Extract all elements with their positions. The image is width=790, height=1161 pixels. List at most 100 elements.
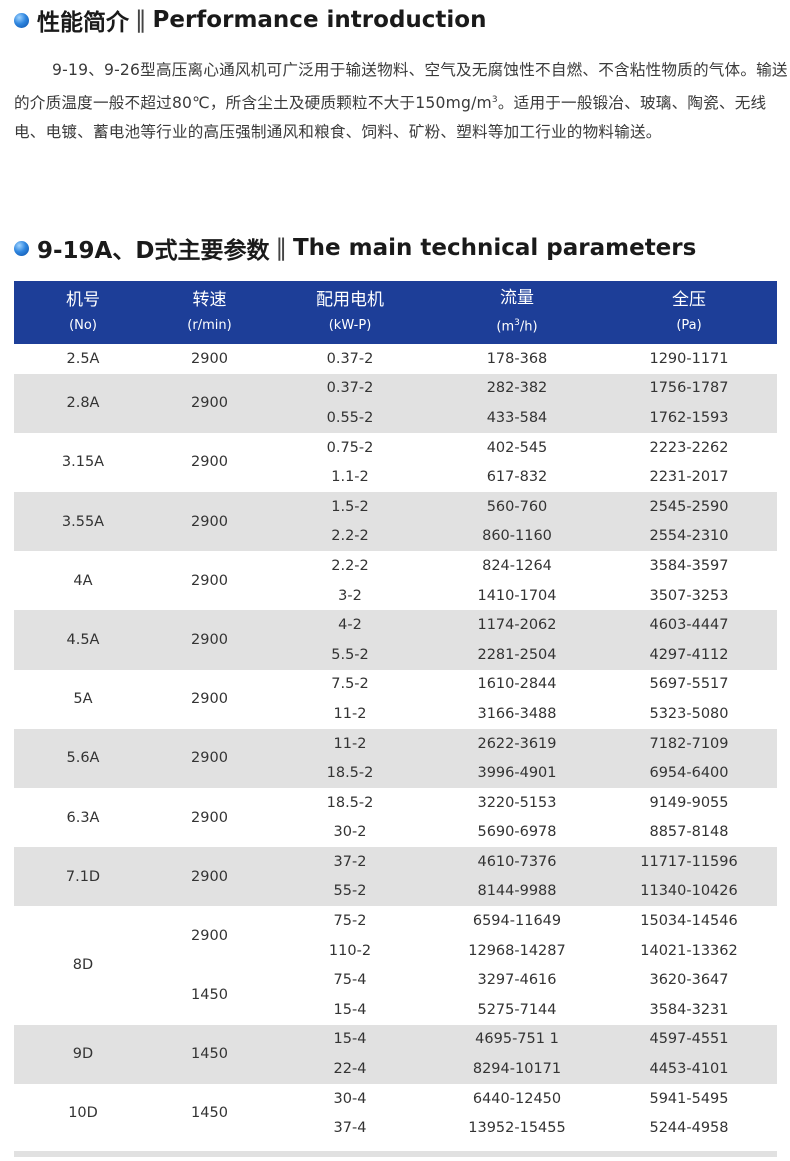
blue-bullet-icon xyxy=(14,12,29,28)
section-title-en: The main technical parameters xyxy=(292,235,697,261)
cell-flow: 8294-10171 xyxy=(433,1054,601,1084)
cell-pressure: 3584-3597 xyxy=(601,551,777,581)
cell-pressure: 15034-14546 xyxy=(601,906,777,936)
header-flow-en: (m3/h) xyxy=(433,311,601,339)
cell-motor: 0.55-2 xyxy=(267,403,433,433)
table-row: 4.5A 2900 4-2 1174-2062 4603-4447 xyxy=(14,610,777,670)
header-pressure-en: (Pa) xyxy=(676,317,702,333)
cell-pressure: 3584-3231 xyxy=(601,995,777,1025)
cell-motor: 30-4 xyxy=(267,1083,433,1114)
cell-pressure: 2231-2017 xyxy=(601,462,777,492)
cell-pressure: 3507-3253 xyxy=(601,580,777,611)
cell-pressure: 9149-9055 xyxy=(601,787,777,818)
cell-no: 4.5A xyxy=(14,610,152,670)
cell-speed: 2900 xyxy=(152,728,267,788)
cell-no: 4A xyxy=(14,551,152,611)
cell-motor: 15-4 xyxy=(267,1024,433,1055)
cell-flow: 282-382 xyxy=(433,373,601,404)
cell-speed: 2900 xyxy=(152,669,267,729)
cell-pressure: 4597-4551 xyxy=(601,1024,777,1055)
cell-motor: 2.2-2 xyxy=(267,551,433,581)
cell-speed: 2900 xyxy=(152,906,267,966)
cell-pressure: 7182-7109 xyxy=(601,728,777,759)
cell-flow: 4610-7376 xyxy=(433,847,601,877)
section-title-performance: 性能简介 ‖ Performance introduction xyxy=(14,5,487,36)
cell-pressure: 2223-2262 xyxy=(601,432,777,463)
title-separator: ‖ xyxy=(275,235,287,261)
cell-speed: 2900 xyxy=(152,432,267,492)
cell-flow: 3297-4616 xyxy=(433,965,601,996)
intro-paragraph: 9-19、9-26型高压离心通风机可广泛用于输送物料、空气及无腐蚀性不自燃、不含… xyxy=(14,56,790,148)
table-row: 7.1D 2900 37-2 4610-7376 11717-11596 xyxy=(14,847,777,907)
cell-pressure: 6954-6400 xyxy=(601,758,777,788)
cell-pressure: 1290-1171 xyxy=(601,344,777,374)
cell-motor: 110-2 xyxy=(267,935,433,966)
table-header: 机号 (No) 转速 (r/min) 配用电机 (kW-P) 流量 (m3/h)… xyxy=(14,281,777,344)
cell-motor: 30-2 xyxy=(267,817,433,848)
table-row: 6.3A 2900 18.5-2 3220-5153 9149-9055 xyxy=(14,787,777,848)
table-row: 1450 75-4 3297-4616 3620-3647 xyxy=(14,965,777,1025)
cell-motor: 5.5-2 xyxy=(267,639,433,670)
header-motor-zh: 配用电机 xyxy=(316,289,384,310)
cell-flow: 5690-6978 xyxy=(433,817,601,848)
cell-no: 9D xyxy=(14,1024,152,1084)
cell-no: 3.15A xyxy=(14,432,152,492)
cell-pressure: 8857-8148 xyxy=(601,817,777,848)
cell-pressure: 14021-13362 xyxy=(601,935,777,966)
cell-motor: 0.37-2 xyxy=(267,373,433,404)
table-row: 110-2 12968-14287 14021-13362 xyxy=(14,935,777,966)
cell-pressure: 11717-11596 xyxy=(601,847,777,877)
cell-flow: 860-1160 xyxy=(433,521,601,552)
cell-speed: 2900 xyxy=(152,373,267,433)
cell-no: 6.3A xyxy=(14,787,152,848)
cell-motor: 11-2 xyxy=(267,728,433,759)
section-title-en: Performance introduction xyxy=(152,7,487,33)
header-flow-en-sup: 3 xyxy=(514,317,520,328)
cell-flow: 6440-12450 xyxy=(433,1083,601,1114)
title-separator: ‖ xyxy=(135,7,147,33)
cell-flow: 3996-4901 xyxy=(433,758,601,788)
intro-text-1: 9-19、9-26型高压离心通风机可广泛用于输送物料、空气及无腐蚀性不自燃、不含… xyxy=(14,61,788,112)
header-speed: 转速 (r/min) xyxy=(152,281,267,344)
cell-flow: 3166-3488 xyxy=(433,699,601,729)
cell-speed: 2900 xyxy=(152,344,267,374)
section-title-zh: 9-19A、D式主要参数 xyxy=(37,238,270,264)
cell-motor: 15-4 xyxy=(267,995,433,1025)
cell-flow: 2622-3619 xyxy=(433,728,601,759)
header-motor-en: (kW-P) xyxy=(328,317,372,333)
cell-flow: 617-832 xyxy=(433,462,601,492)
cell-flow: 8144-9988 xyxy=(433,876,601,907)
cell-speed: 2900 xyxy=(152,610,267,670)
table-row: 0.55-2 433-584 1762-1593 xyxy=(14,403,777,433)
cell-speed: 1450 xyxy=(152,965,267,1025)
cell-flow: 402-545 xyxy=(433,432,601,463)
cell-no: 5A xyxy=(14,669,152,729)
header-no-zh: 机号 xyxy=(66,289,100,310)
cell-motor: 0.75-2 xyxy=(267,432,433,463)
table-row: 2.2-2 860-1160 2554-2310 xyxy=(14,521,777,552)
cell-motor: 75-2 xyxy=(267,906,433,936)
cell-speed: 2900 xyxy=(152,787,267,848)
cell-pressure: 1756-1787 xyxy=(601,373,777,404)
header-flow: 流量 (m3/h) xyxy=(433,281,601,344)
header-flow-en-post: /h) xyxy=(519,319,538,335)
table-row: 2.5A 2900 0.37-2 178-368 1290-1171 xyxy=(14,344,777,374)
cell-motor: 18.5-2 xyxy=(267,787,433,818)
cell-flow: 433-584 xyxy=(433,403,601,433)
cell-flow: 3220-5153 xyxy=(433,787,601,818)
table-row: 3.55A 2900 1.5-2 560-760 2545-2590 xyxy=(14,491,777,552)
header-speed-en: (r/min) xyxy=(187,317,232,333)
cell-motor: 7.5-2 xyxy=(267,669,433,700)
parameters-table: 机号 (No) 转速 (r/min) 配用电机 (kW-P) 流量 (m3/h)… xyxy=(14,281,777,1144)
table-row: 55-2 8144-9988 11340-10426 xyxy=(14,876,777,907)
table-row: 15-4 5275-7144 3584-3231 xyxy=(14,995,777,1025)
table-row: 1.1-2 617-832 2231-2017 xyxy=(14,462,777,492)
cell-no: 3.55A xyxy=(14,491,152,552)
table-row: 3.15A 2900 0.75-2 402-545 2223-2262 xyxy=(14,432,777,492)
cell-motor: 3-2 xyxy=(267,580,433,611)
cell-motor: 0.37-2 xyxy=(267,344,433,374)
cell-flow: 4695-751 1 xyxy=(433,1024,601,1055)
header-flow-zh: 流量 xyxy=(500,287,534,308)
blue-bullet-icon xyxy=(14,240,29,256)
cell-pressure: 5941-5495 xyxy=(601,1083,777,1114)
